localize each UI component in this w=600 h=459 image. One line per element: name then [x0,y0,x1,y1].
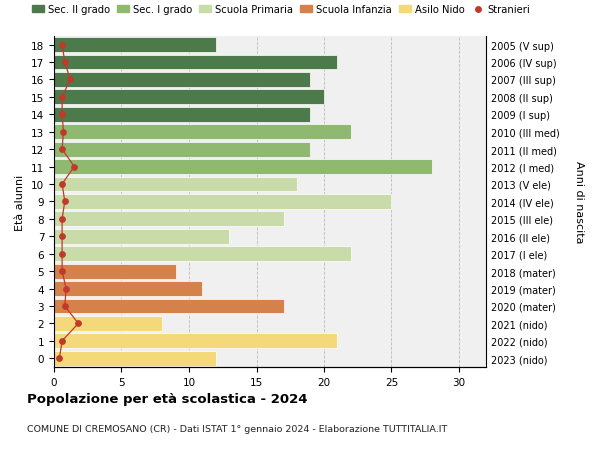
Point [61,285,71,292]
Bar [54,334,337,348]
Bar [54,351,216,366]
Bar [54,299,284,313]
Point [59,129,68,136]
Bar [54,160,432,174]
Point [58,251,67,258]
Point [58,233,67,241]
Bar [54,212,284,227]
Point [58,112,67,119]
Text: COMUNE DI CREMOSANO (CR) - Dati ISTAT 1° gennaio 2024 - Elaborazione TUTTITALIA.: COMUNE DI CREMOSANO (CR) - Dati ISTAT 1°… [27,425,447,434]
Point [55,355,64,362]
Point [58,146,67,153]
Point [58,42,67,49]
Bar [54,125,351,140]
Point [58,181,67,188]
Point [58,216,67,223]
Bar [54,316,162,331]
Text: Popolazione per età scolastica - 2024: Popolazione per età scolastica - 2024 [27,392,308,405]
Bar [54,195,391,209]
Bar [54,142,311,157]
Bar [54,247,351,262]
Point [70,163,79,171]
Point [74,320,83,327]
Bar [54,264,176,279]
Point [65,77,75,84]
Point [58,337,67,345]
Point [58,268,67,275]
Y-axis label: Anni di nascita: Anni di nascita [574,161,584,243]
Y-axis label: Età alunni: Età alunni [16,174,25,230]
Point [58,94,67,101]
Bar [54,230,229,244]
Bar [54,73,311,88]
Point [60,59,70,67]
Bar [54,90,324,105]
Point [60,302,70,310]
Bar [54,107,311,123]
Bar [54,177,297,192]
Legend: Sec. II grado, Sec. I grado, Scuola Primaria, Scuola Infanzia, Asilo Nido, Stran: Sec. II grado, Sec. I grado, Scuola Prim… [32,5,530,15]
Bar [54,281,202,297]
Point [60,198,70,206]
Bar [54,38,216,53]
Bar [54,56,337,70]
